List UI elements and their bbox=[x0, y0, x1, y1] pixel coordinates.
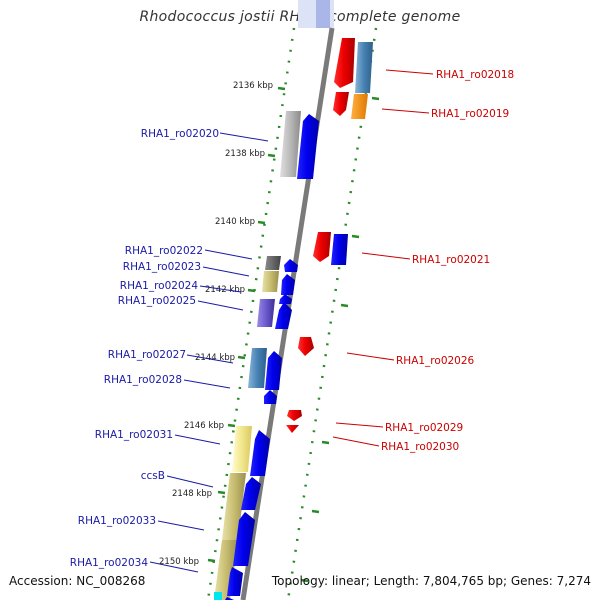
label-ro02025[interactable]: RHA1_ro02025 bbox=[118, 295, 196, 307]
gene-ro02025[interactable] bbox=[257, 299, 292, 329]
label-ro02030[interactable]: RHA1_ro02030 bbox=[381, 441, 459, 453]
kbp-label-2138: 2138 kbp bbox=[225, 149, 265, 159]
kbp-label-2136: 2136 kbp bbox=[233, 81, 273, 91]
kbp-ticks bbox=[207, 86, 286, 563]
label-ro02033[interactable]: RHA1_ro02033 bbox=[78, 515, 156, 527]
kbp-label-2144: 2144 kbp bbox=[195, 353, 235, 363]
label-ro02027[interactable]: RHA1_ro02027 bbox=[108, 349, 186, 361]
gene-ro02019[interactable] bbox=[333, 92, 368, 119]
gene-ro02023[interactable] bbox=[262, 271, 295, 295]
label-ccsB[interactable]: ccsB bbox=[141, 470, 165, 482]
gene-ro02018[interactable] bbox=[334, 38, 373, 93]
right-leader-lines bbox=[332, 69, 434, 447]
kbp-label-2148: 2148 kbp bbox=[172, 489, 212, 499]
gene-ro02020[interactable] bbox=[280, 111, 319, 179]
gene-ro02034[interactable] bbox=[214, 567, 243, 600]
label-ro02018[interactable]: RHA1_ro02018 bbox=[436, 69, 514, 81]
label-ro02028[interactable]: RHA1_ro02028 bbox=[104, 374, 182, 386]
kbp-label-2140: 2140 kbp bbox=[215, 217, 255, 227]
gene-ro02027[interactable] bbox=[248, 348, 282, 390]
gene-ro02024[interactable] bbox=[279, 294, 292, 304]
gene-ro02029[interactable] bbox=[287, 410, 302, 421]
gene-ro02030[interactable] bbox=[286, 425, 299, 433]
label-ro02034[interactable]: RHA1_ro02034 bbox=[70, 557, 149, 569]
label-ro02022[interactable]: RHA1_ro02022 bbox=[125, 245, 203, 257]
label-ro02026[interactable]: RHA1_ro02026 bbox=[396, 355, 475, 367]
accession-text: Accession: NC_008268 bbox=[9, 574, 146, 588]
label-ro02029[interactable]: RHA1_ro02029 bbox=[385, 422, 463, 434]
kbp-label-2150: 2150 kbp bbox=[159, 557, 199, 567]
label-ro02031[interactable]: RHA1_ro02031 bbox=[95, 429, 173, 441]
label-ro02021[interactable]: RHA1_ro02021 bbox=[412, 254, 490, 266]
left-leader-lines bbox=[149, 132, 269, 573]
genome-summary-text: Topology: linear; Length: 7,804,765 bp; … bbox=[271, 574, 591, 588]
gene-ro02021[interactable] bbox=[313, 232, 348, 265]
gene-ro02026[interactable] bbox=[298, 337, 314, 356]
gene-ro02028[interactable] bbox=[264, 390, 277, 404]
label-ro02020[interactable]: RHA1_ro02020 bbox=[141, 128, 219, 140]
kbp-label-2146: 2146 kbp bbox=[184, 421, 224, 431]
right-ruler-ticks bbox=[300, 96, 380, 583]
label-ro02019[interactable]: RHA1_ro02019 bbox=[431, 108, 509, 120]
gene-ro02031[interactable] bbox=[232, 426, 270, 476]
label-ro02024[interactable]: RHA1_ro02024 bbox=[120, 280, 199, 292]
label-ro02023[interactable]: RHA1_ro02023 bbox=[123, 261, 201, 273]
gene-ro02022[interactable] bbox=[265, 256, 298, 272]
